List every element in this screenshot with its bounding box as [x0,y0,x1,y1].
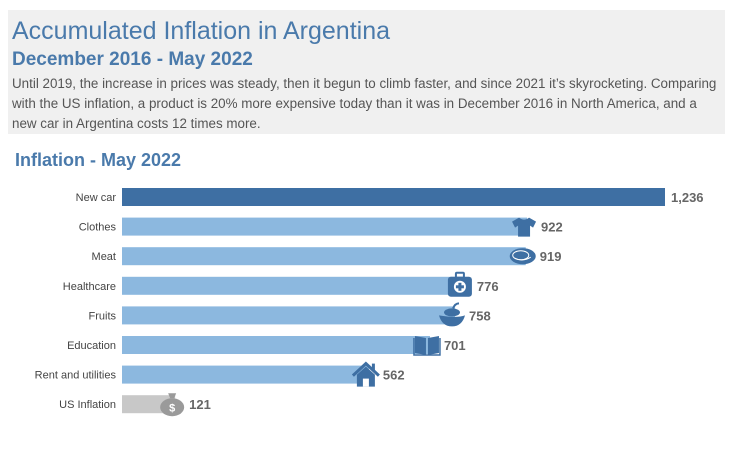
page-subtitle: December 2016 - May 2022 [12,49,253,70]
meat-icon [509,248,536,265]
value-label: 776 [477,279,499,294]
value-label: 922 [541,220,563,235]
value-label: 919 [540,249,562,264]
value-label: 1,236 [671,190,704,205]
value-label: 121 [189,397,211,412]
svg-text:$: $ [169,403,175,415]
value-label: 758 [469,308,491,323]
bar [122,365,369,384]
book-icon [413,336,441,356]
category-label: US Inflation [59,399,116,411]
money-bag-icon: $ [160,393,185,417]
header-panel: Accumulated Inflation in Argentina Decem… [8,10,725,134]
car-icon [648,190,665,205]
category-label: Fruits [89,310,117,322]
category-label: Meat [92,251,116,263]
fruit-icon [439,302,466,327]
category-label: Healthcare [63,281,116,293]
page-description: Until 2019, the increase in prices was s… [12,76,717,131]
bar [122,276,463,295]
bar [122,188,665,206]
category-label: Rent and utilities [35,370,117,382]
bar-chart: New car 1,236 Clothes 922 Meat 919 Healthcare 7… [35,188,704,417]
category-label: Clothes [79,222,117,234]
bar [122,306,456,325]
category-label: New car [76,192,117,204]
medical-kit-icon [447,271,472,297]
bar [122,247,526,266]
category-label: Education [67,340,116,352]
bar [122,336,430,354]
value-label: 701 [444,338,466,353]
bar [122,217,528,236]
value-label: 562 [383,368,405,383]
tshirt-icon [512,217,537,237]
chart-title: Inflation - May 2022 [15,150,182,170]
page-title: Accumulated Inflation in Argentina [12,17,391,45]
house-icon [351,361,380,387]
